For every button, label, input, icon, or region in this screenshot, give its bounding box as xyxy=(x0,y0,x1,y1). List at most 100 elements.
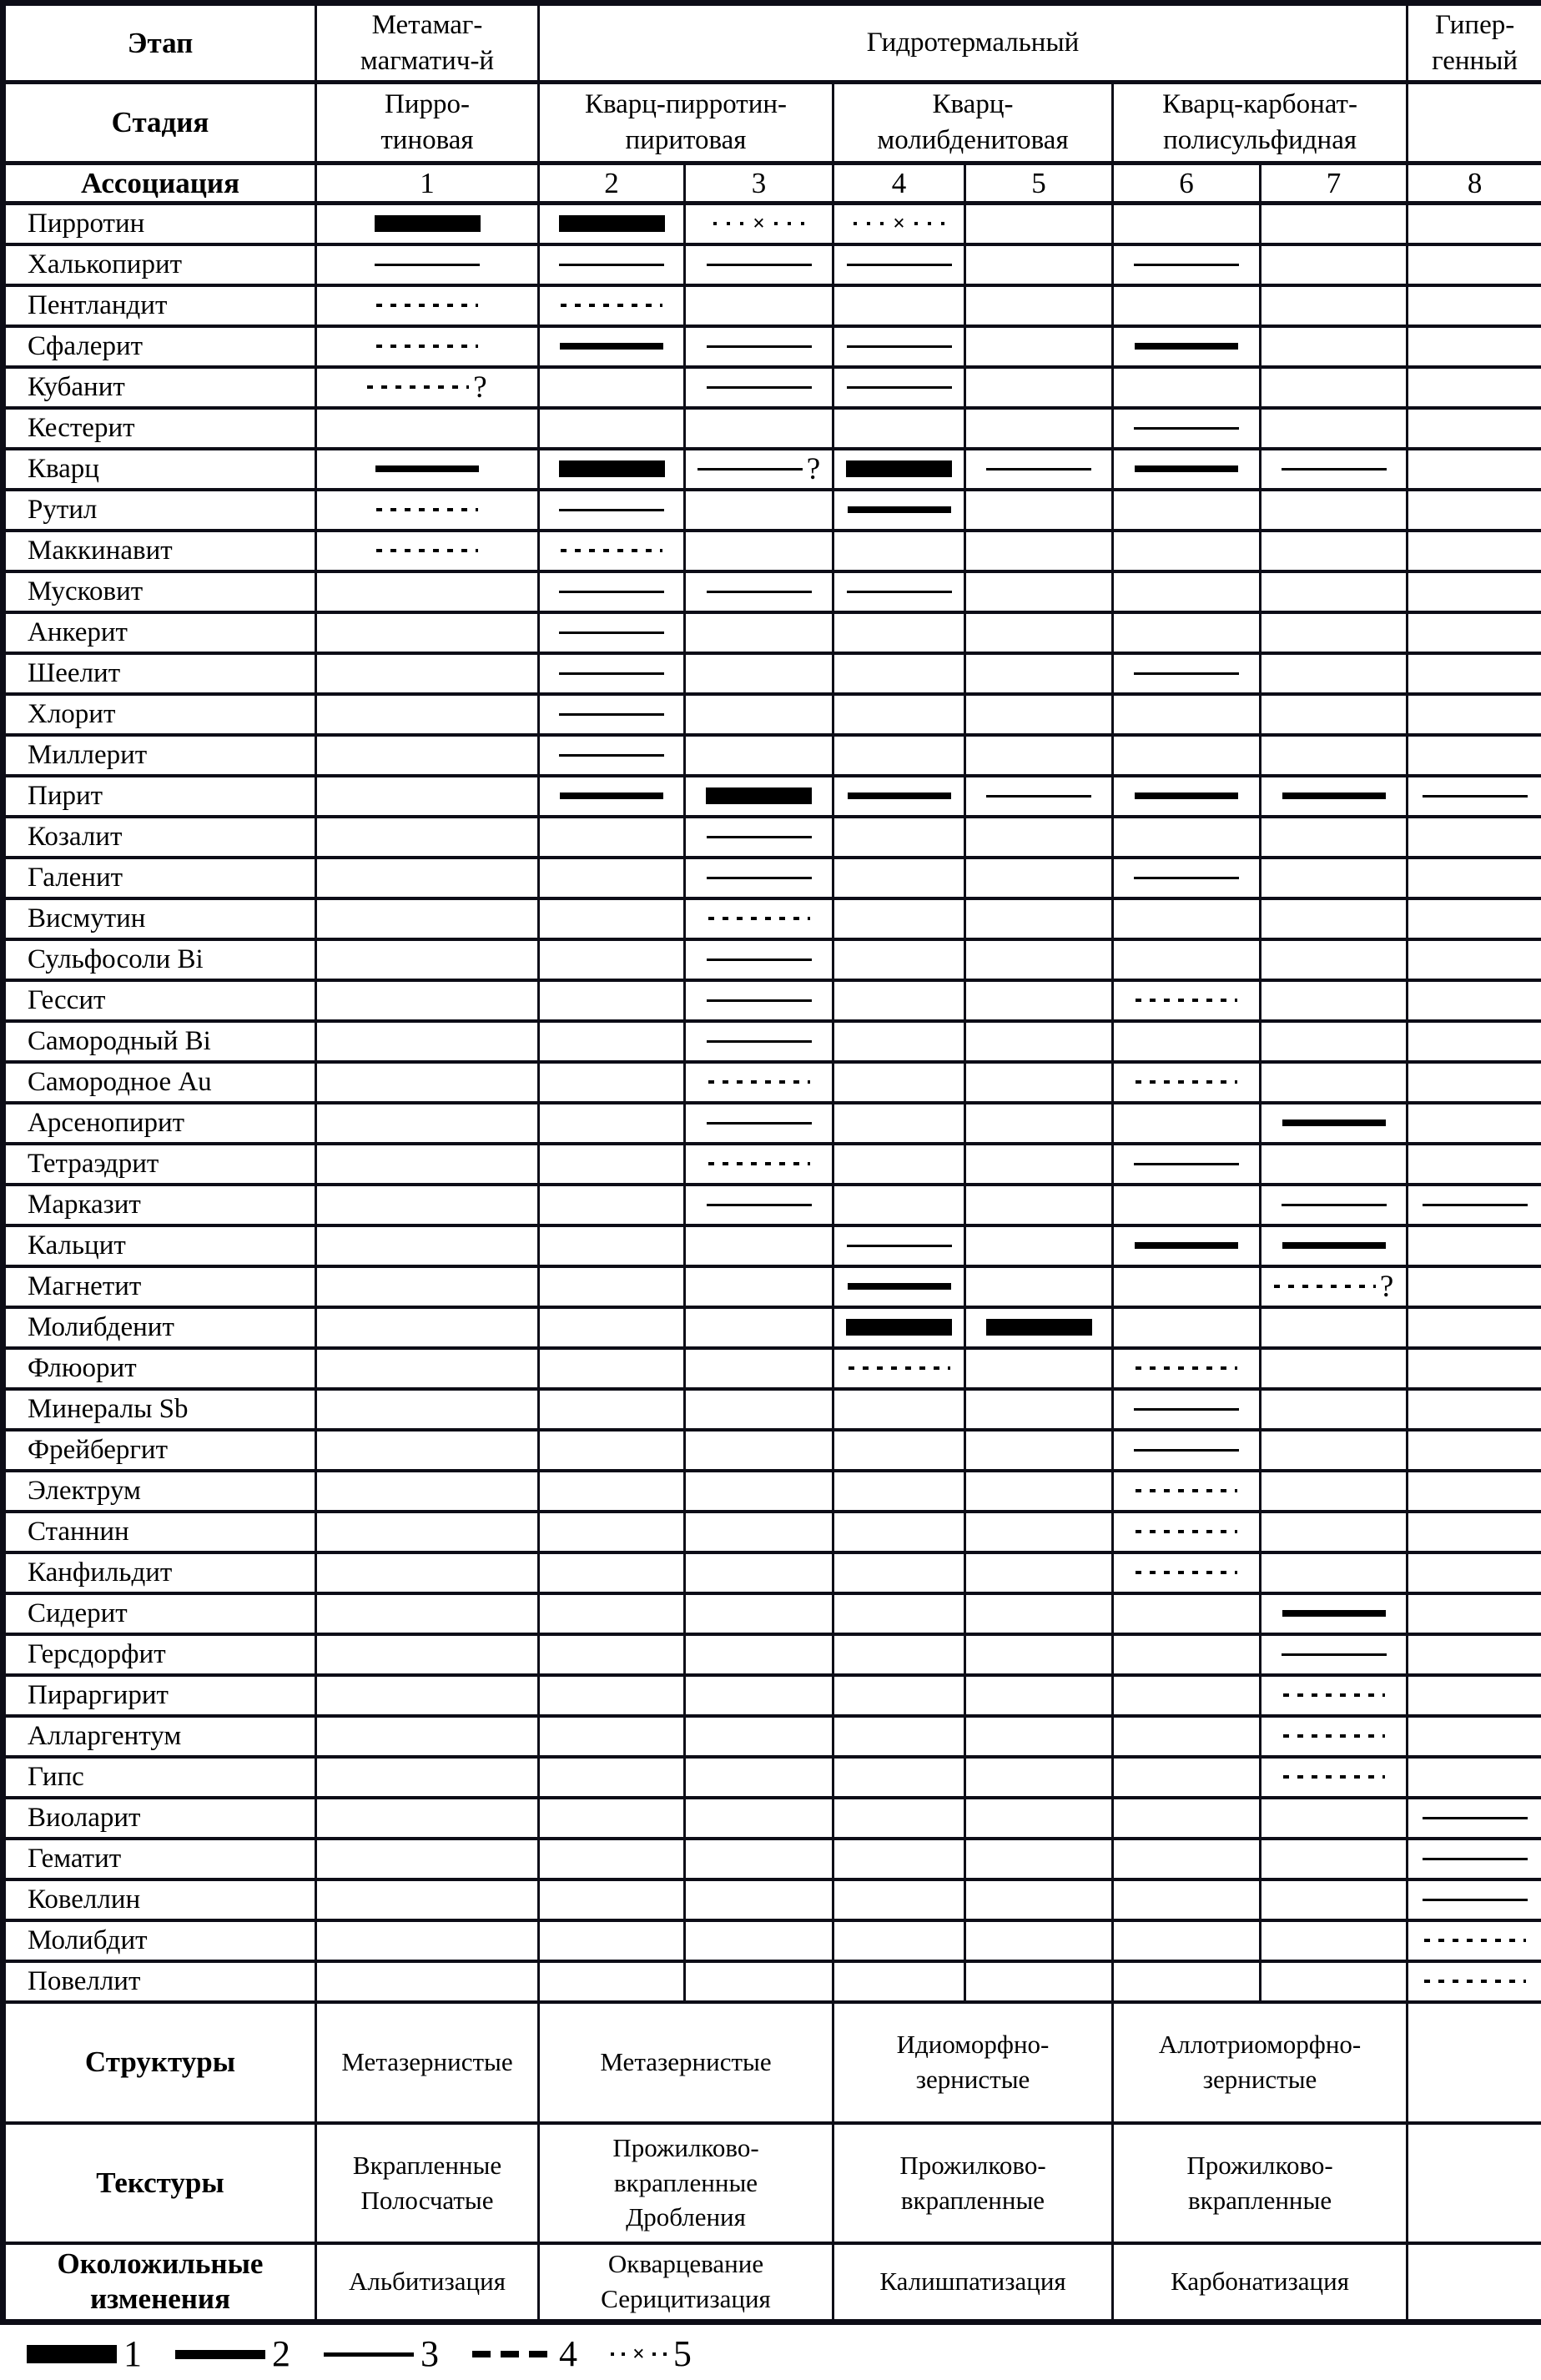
bar-cell xyxy=(539,326,685,367)
bar-style-4 xyxy=(1136,1366,1237,1370)
association-2: 2 xyxy=(539,164,685,204)
bar-cell xyxy=(833,1021,965,1062)
association-7: 7 xyxy=(1261,164,1408,204)
bar-cell xyxy=(685,776,833,817)
bar-cell xyxy=(685,1307,833,1348)
bar-style-3 xyxy=(1282,1204,1387,1206)
bar-cell xyxy=(833,1961,965,2002)
bar-cell xyxy=(1408,1266,1541,1307)
table-row: Гипс xyxy=(3,1757,1541,1798)
bar-cell xyxy=(965,694,1113,735)
bar-style-1 xyxy=(846,460,952,477)
mineral-name: Галенит xyxy=(3,858,316,898)
bar-style-3 xyxy=(707,345,812,348)
legend-label: 2 xyxy=(272,2336,290,2372)
bar-cell xyxy=(833,939,965,980)
bar-cell xyxy=(1113,1389,1261,1430)
bar-style-3 xyxy=(1423,1204,1528,1206)
bar-cell xyxy=(316,1307,539,1348)
bar-cell xyxy=(1408,408,1541,449)
structures-col8 xyxy=(1408,2002,1541,2123)
bar-style-4 xyxy=(1283,1775,1385,1779)
mineral-name: Виоларит xyxy=(3,1798,316,1839)
bar-cell xyxy=(1261,408,1408,449)
bar-cell xyxy=(1408,939,1541,980)
table-row: Висмутин xyxy=(3,898,1541,939)
table-row: Герсдорфит xyxy=(3,1634,1541,1675)
textures-col8 xyxy=(1408,2123,1541,2243)
mineral-name: Электрум xyxy=(3,1471,316,1512)
mineral-name: Кестерит xyxy=(3,408,316,449)
x-glyph: × xyxy=(632,2349,645,2359)
table-row: Молибдит xyxy=(3,1920,1541,1961)
table-row: Повеллит xyxy=(3,1961,1541,2002)
bar-cell xyxy=(1408,1675,1541,1716)
bar-cell xyxy=(1261,1879,1408,1920)
bar-cell xyxy=(1408,1798,1541,1839)
bar-style-3 xyxy=(1134,877,1239,879)
bar-cell xyxy=(1408,1879,1541,1920)
bar-cell xyxy=(1261,1185,1408,1225)
association-8: 8 xyxy=(1408,164,1541,204)
bar-cell xyxy=(833,1675,965,1716)
bar-style-3 xyxy=(986,468,1091,470)
bar-style-1 xyxy=(846,1319,952,1336)
bar-cell xyxy=(965,1716,1113,1757)
row-stadia: Стадия Пирро- тиновая Кварц-пирротин- пи… xyxy=(3,83,1541,164)
bar-cell xyxy=(539,1634,685,1675)
table-row: Сфалерит xyxy=(3,326,1541,367)
bar-cell xyxy=(833,244,965,285)
table-row: Козалит xyxy=(3,817,1541,858)
bar-cell xyxy=(685,367,833,408)
bar-cell xyxy=(316,1920,539,1961)
bar-style-1 xyxy=(986,1319,1092,1336)
bar-style-3 xyxy=(707,264,812,266)
bar-style-4 xyxy=(1424,1980,1526,1983)
etap-hydrothermal: Гидротермальный xyxy=(539,3,1408,83)
bar-cell xyxy=(1113,817,1261,858)
bar-cell xyxy=(965,858,1113,898)
bar-cell xyxy=(1113,776,1261,817)
bar-style-5: × xyxy=(853,219,945,229)
bar-cell xyxy=(316,449,539,490)
bar-cell xyxy=(1261,694,1408,735)
bar-cell xyxy=(316,776,539,817)
bar-cell xyxy=(833,1062,965,1103)
bar-cell xyxy=(965,1266,1113,1307)
bar-cell xyxy=(685,531,833,571)
bar-cell xyxy=(539,980,685,1021)
bar-style-4 xyxy=(1424,1939,1526,1942)
bar-cell xyxy=(685,735,833,776)
bar-style-4 xyxy=(376,345,478,348)
bar-style-3 xyxy=(1423,1858,1528,1860)
bar-cell xyxy=(965,1879,1113,1920)
table-row: Канфильдит xyxy=(3,1552,1541,1593)
bar-style-2 xyxy=(1282,1610,1386,1617)
bar-cell xyxy=(1261,1512,1408,1552)
legend-item-1: 1 xyxy=(27,2336,142,2372)
mineral-name: Шеелит xyxy=(3,653,316,694)
bar-cell xyxy=(1113,612,1261,653)
bar-cell xyxy=(539,1920,685,1961)
bar-cell xyxy=(1113,1798,1261,1839)
bar-cell xyxy=(833,449,965,490)
table-row: Сидерит xyxy=(3,1593,1541,1634)
bar-cell xyxy=(1113,1021,1261,1062)
bar-cell xyxy=(965,1757,1113,1798)
bar-style-2 xyxy=(560,343,663,350)
table-row: Миллерит xyxy=(3,735,1541,776)
bar-cell xyxy=(316,817,539,858)
bar-cell xyxy=(1408,1225,1541,1266)
table-row: Арсенопирит xyxy=(3,1103,1541,1144)
bar-cell xyxy=(1113,898,1261,939)
bar-cell xyxy=(539,1062,685,1103)
bar-cell xyxy=(1408,204,1541,244)
bar-style-3 xyxy=(847,591,952,593)
table-row: Тетраэдрит xyxy=(3,1144,1541,1185)
bar-cell xyxy=(539,1593,685,1634)
stage-quartz-carbonate-polysulfide: Кварц-карбонат- полисульфидная xyxy=(1113,83,1408,164)
bar-cell xyxy=(1113,1675,1261,1716)
bar-style-3 xyxy=(1134,1163,1239,1165)
bar-cell xyxy=(316,735,539,776)
thick-line-symbol xyxy=(175,2350,265,2359)
